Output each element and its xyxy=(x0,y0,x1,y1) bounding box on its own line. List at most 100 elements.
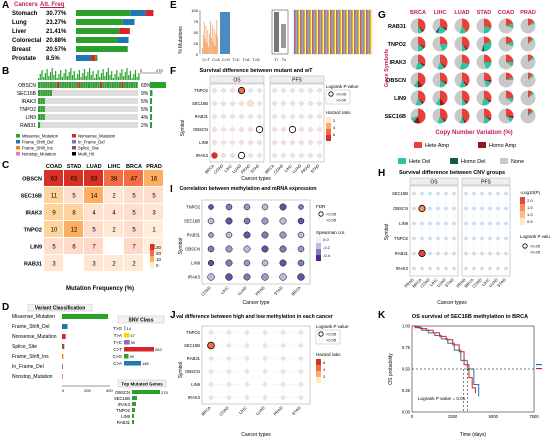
facet-label: PFS xyxy=(481,180,491,186)
h-legend-p: Logrank P value xyxy=(520,234,550,239)
symbol-tick: SEC16B xyxy=(192,101,208,106)
h-dot xyxy=(496,251,500,256)
symbol-tick: LIN9 xyxy=(399,221,409,226)
spectrum-bar xyxy=(298,10,299,54)
h-dot xyxy=(428,236,432,241)
spectrum-bar xyxy=(306,10,307,54)
heatmap-value: 9 xyxy=(52,211,56,217)
heatmap-value: 5 xyxy=(132,211,136,217)
h-dot xyxy=(480,236,484,241)
cancer-tick: COAD xyxy=(419,277,431,289)
f-dot xyxy=(317,153,322,158)
heatmap-value: 1 xyxy=(152,245,156,251)
pie-slice xyxy=(506,36,514,44)
cancer-tick: BRCA xyxy=(290,285,302,297)
pie-slice xyxy=(484,80,492,88)
h-log-tick: 1.0 xyxy=(527,212,533,217)
heatmap-value: 63 xyxy=(51,177,58,183)
oncoplot-cell xyxy=(42,98,45,104)
e-ytick: 50 xyxy=(194,30,199,35)
h-dot xyxy=(452,266,456,271)
heatmap-cell xyxy=(124,204,143,220)
titv-box xyxy=(274,12,279,52)
e-xtick: T>G xyxy=(252,58,260,62)
tmb-bar xyxy=(104,76,106,80)
gene-pct: 5% xyxy=(141,99,149,105)
j-legend-hr: Hazard ratio xyxy=(316,352,341,357)
pie-slice xyxy=(506,108,514,116)
e-box xyxy=(211,38,212,54)
panel-a: Cancers Alt. Freq Stomach 30.77% Lung 23.27… xyxy=(10,2,160,62)
variant-label: Nonstop_Mutation xyxy=(12,374,53,380)
pie-slice xyxy=(506,90,514,98)
pie-slice xyxy=(459,26,467,34)
heatmap-col-label: COAD xyxy=(46,164,62,170)
gene-label: RAB31 xyxy=(20,123,36,129)
pie-slice xyxy=(506,54,514,62)
spectrum-bar xyxy=(328,10,329,54)
variant-label: Nonsense_Mutation xyxy=(12,334,57,340)
oncoplot-cell xyxy=(57,82,60,88)
spectrum-bar xyxy=(361,10,362,54)
gene-label: IRAK3 xyxy=(22,99,37,105)
legend-gradient xyxy=(326,129,331,135)
h-dot xyxy=(444,266,448,271)
f-dot xyxy=(299,127,304,132)
heatmap-value: 38 xyxy=(111,177,118,183)
i-sp-tick: -0.4 xyxy=(323,253,331,258)
f-dot xyxy=(239,114,244,119)
k-xlabel: Time (days) xyxy=(460,432,487,438)
i-dot xyxy=(208,232,214,238)
panel-letter-f: F xyxy=(170,66,177,77)
h-dot xyxy=(496,221,500,226)
f-dot xyxy=(212,127,217,132)
pie-slice xyxy=(418,36,426,47)
g-legend-label: Homo Del xyxy=(461,159,485,165)
tmb-bar xyxy=(75,78,77,80)
i-dot xyxy=(297,217,305,225)
f-dot xyxy=(317,114,322,119)
pie-slice xyxy=(506,23,514,29)
h-dot xyxy=(464,221,468,226)
cancer-tick: LIHC xyxy=(223,163,233,173)
pie-slice xyxy=(462,98,469,105)
legend-gradient xyxy=(520,204,525,211)
f-dot xyxy=(230,88,235,93)
legend-label: Nonsense_Mutation xyxy=(78,134,116,139)
e-xtick: T>A xyxy=(242,58,250,62)
f-ylabel: Symbol xyxy=(180,120,186,137)
h-dot xyxy=(464,236,468,241)
h-dot xyxy=(496,191,500,196)
tmb-bar xyxy=(39,74,41,80)
f-dot xyxy=(230,101,235,106)
oncoplot-cell xyxy=(40,106,43,112)
h-dot xyxy=(504,206,508,211)
symbol-tick: TNPO2 xyxy=(194,88,209,93)
pie-slice xyxy=(418,26,425,33)
symbol-tick: SEC16B xyxy=(184,343,200,348)
top-gene-label: RAB31 xyxy=(117,420,131,425)
h-dot xyxy=(436,266,440,271)
pie-slice xyxy=(440,80,448,85)
legend-swatch xyxy=(16,134,20,138)
tmb-bar xyxy=(55,71,57,80)
oncoplot-cell xyxy=(85,82,88,88)
heatmap-cell xyxy=(84,204,103,220)
pie-slice xyxy=(484,116,492,121)
g-col: BRCA xyxy=(410,10,426,16)
freq-bar-segment xyxy=(145,10,154,16)
heatmap-col-label: STAD xyxy=(67,164,82,170)
facet-header xyxy=(409,177,459,186)
legend-gradient xyxy=(316,249,321,255)
j-dot xyxy=(244,343,250,348)
legend-gradient xyxy=(150,256,154,262)
heatmap-cell xyxy=(84,238,103,254)
spectrum-bar xyxy=(349,10,350,54)
e-box xyxy=(206,43,208,54)
spectrum-bar xyxy=(322,10,323,54)
j-dot xyxy=(298,369,304,374)
tmb-bar xyxy=(121,69,123,80)
heatmap-value: 5 xyxy=(132,194,136,200)
panel-i-bubble: Correlation between methylation and mRNA… xyxy=(178,186,345,306)
spectrum-bar xyxy=(319,10,320,54)
